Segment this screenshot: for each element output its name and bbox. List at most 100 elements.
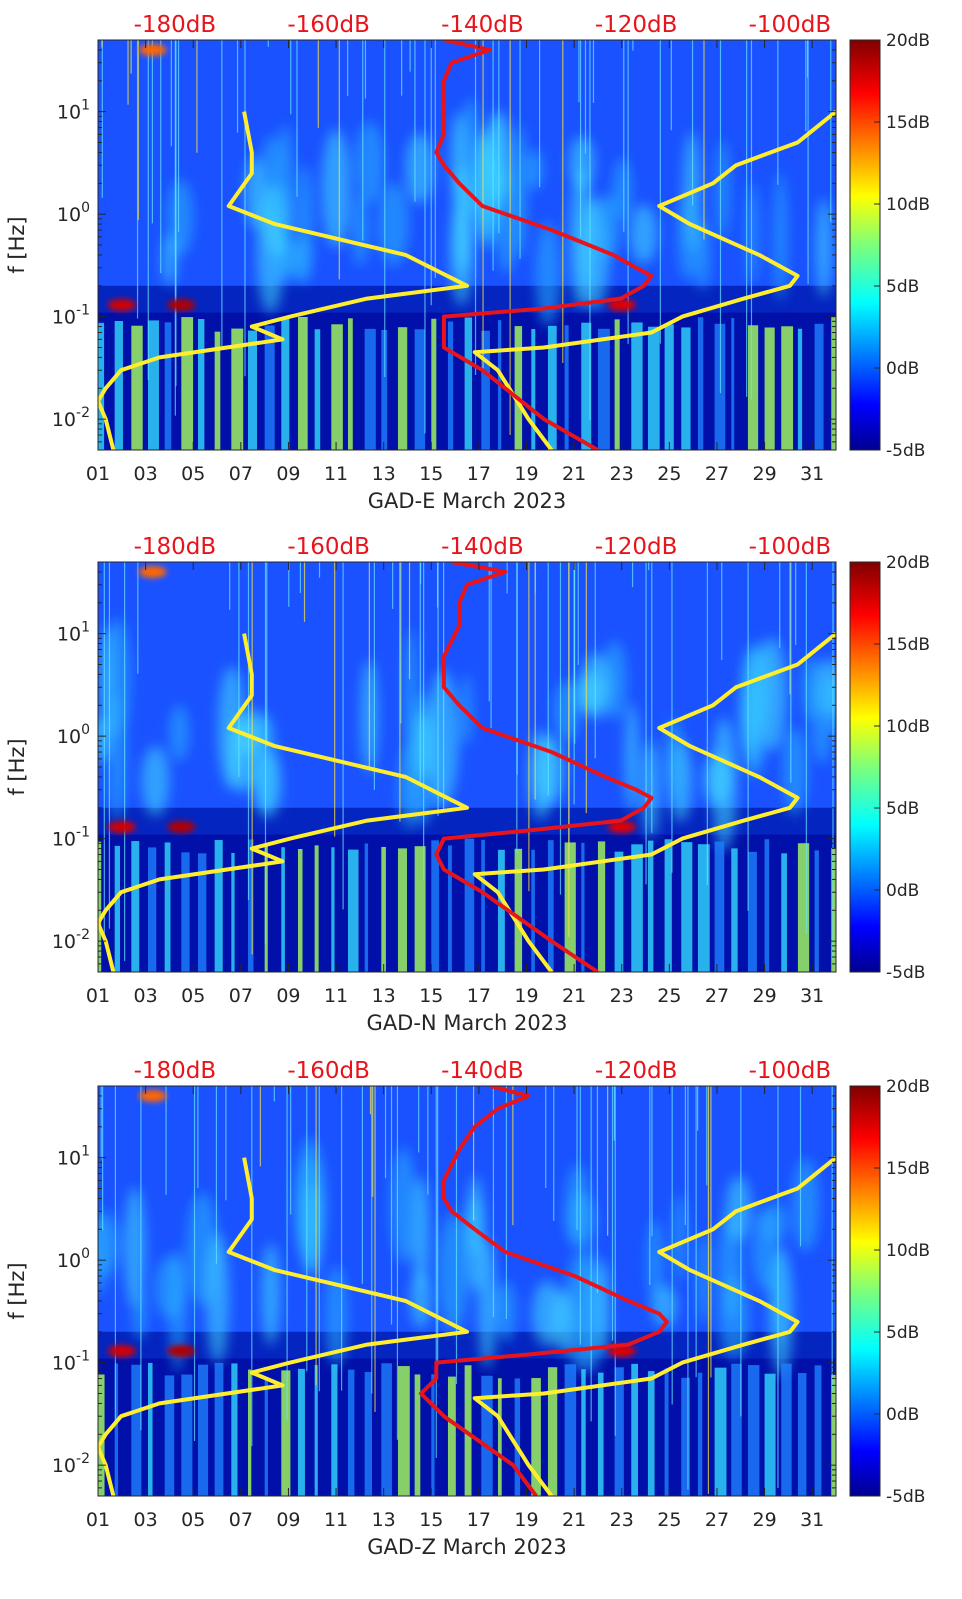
colorbar-tick-label: 0dB bbox=[886, 881, 919, 901]
spectral-blob bbox=[355, 121, 385, 204]
x-tick-label: 21 bbox=[562, 1509, 586, 1531]
x-axis: 01 03 05 07 09 11 13 15 17 19 21 23 25 27 29 31 bbox=[86, 562, 824, 1007]
spectral-stripe bbox=[281, 847, 285, 972]
panel-gad-z: 101 100 10-1 10-2 f [Hz] 01 03 05 07 09 11 13 15 17 19… bbox=[5, 1058, 930, 1559]
spectral-stripe bbox=[281, 317, 290, 450]
x-tick-label: 31 bbox=[800, 463, 824, 485]
noise-model-low-curve bbox=[98, 111, 469, 450]
spectral-stripe bbox=[147, 1362, 153, 1496]
spectral-blob bbox=[624, 703, 640, 812]
panel-gad-n: 101 100 10-1 10-2 f [Hz] 01 03 05 07 09 11 13 15 17 19… bbox=[5, 534, 930, 1035]
top-db-tick-label: -160dB bbox=[287, 12, 370, 38]
x-tick-label: 17 bbox=[467, 985, 491, 1007]
spectral-stripe bbox=[131, 841, 140, 972]
spectral-stripe bbox=[714, 841, 725, 972]
hotspot bbox=[138, 43, 167, 56]
spectral-blob bbox=[124, 1187, 146, 1309]
spectral-stripe bbox=[447, 845, 452, 972]
spectral-blob bbox=[162, 233, 177, 286]
spectral-stripe bbox=[764, 839, 770, 972]
spectral-blob bbox=[677, 192, 700, 281]
spectral-stripe bbox=[164, 1375, 175, 1496]
spectral-stripe bbox=[314, 329, 321, 450]
blob-group bbox=[162, 98, 833, 327]
spectral-stripe bbox=[331, 1364, 338, 1496]
spectral-stripe bbox=[631, 322, 643, 450]
spectral-stripe bbox=[214, 840, 223, 972]
spectral-stripe bbox=[431, 1374, 435, 1496]
x-tick-label: 01 bbox=[86, 463, 110, 485]
colorbar: 20dB 15dB 10dB 5dB 0dB -5dB bbox=[849, 31, 930, 461]
top-db-tick-label: -120dB bbox=[595, 534, 678, 560]
colorbar-tick-label: 10dB bbox=[886, 195, 930, 215]
spectral-blob bbox=[154, 1255, 186, 1320]
spectral-blob bbox=[410, 1272, 432, 1329]
spectral-blob bbox=[801, 656, 822, 721]
hotspot bbox=[167, 1344, 196, 1357]
spectral-stripe bbox=[397, 848, 408, 972]
spectral-stripe bbox=[814, 850, 819, 972]
spectral-stripe bbox=[98, 322, 105, 450]
station-psd-curve bbox=[418, 1086, 669, 1496]
spectral-blob bbox=[466, 1175, 485, 1293]
spectral-stripe bbox=[564, 325, 569, 450]
spectral-stripe bbox=[664, 324, 674, 450]
spectral-blob bbox=[477, 1238, 497, 1370]
colorbar-tick-label: 20dB bbox=[886, 1077, 930, 1097]
x-tick-label: 01 bbox=[86, 1509, 110, 1531]
spectral-stripe bbox=[514, 326, 523, 450]
spectral-blob bbox=[321, 128, 351, 249]
spectral-stripe bbox=[181, 317, 194, 450]
spectral-blob bbox=[553, 680, 581, 741]
hotspot bbox=[138, 1089, 167, 1102]
colorbar-tick-label: 10dB bbox=[886, 1241, 930, 1261]
hotspot bbox=[107, 1344, 136, 1357]
spectral-stripe bbox=[547, 1367, 558, 1496]
spectral-blob bbox=[206, 1233, 230, 1364]
spectral-stripe bbox=[264, 1377, 268, 1496]
spectral-blob bbox=[711, 717, 737, 852]
spectral-stripe bbox=[264, 843, 268, 972]
spectral-blob bbox=[397, 744, 421, 829]
spectral-blob bbox=[642, 740, 660, 839]
spectral-stripe bbox=[647, 1371, 655, 1496]
spectral-stripe bbox=[114, 845, 120, 972]
spectral-blob bbox=[612, 158, 632, 221]
y-axis: 101 100 10-1 10-2 bbox=[52, 1085, 836, 1497]
spectral-stripe bbox=[414, 1374, 421, 1496]
y-tick-label: 101 bbox=[57, 620, 90, 646]
y-axis: 101 100 10-1 10-2 bbox=[52, 561, 836, 973]
noise-model-low-curve bbox=[98, 1157, 469, 1496]
top-db-axis: -180dB -160dB -140dB -120dB -100dB bbox=[134, 12, 832, 38]
x-tick-label: 13 bbox=[372, 463, 396, 485]
spectral-stripe bbox=[197, 853, 207, 972]
spectrogram bbox=[98, 40, 836, 450]
y-axis: 101 100 10-1 10-2 bbox=[52, 39, 836, 451]
spectral-blob bbox=[403, 628, 418, 761]
spectral-stripe bbox=[214, 1362, 224, 1496]
top-db-tick-label: -140dB bbox=[441, 1058, 524, 1084]
spectral-stripe bbox=[697, 844, 710, 972]
spectral-blob bbox=[390, 1147, 417, 1264]
hotspot bbox=[107, 820, 136, 833]
y-tick-label: 10-1 bbox=[52, 1349, 90, 1375]
hotspot bbox=[607, 1344, 636, 1357]
top-db-tick-label: -180dB bbox=[134, 534, 217, 560]
spectral-stripe bbox=[697, 317, 704, 450]
spectral-blob bbox=[773, 172, 788, 302]
spectral-blob bbox=[237, 709, 269, 756]
spectral-stripe bbox=[431, 318, 437, 450]
x-tick-label: 07 bbox=[229, 1509, 253, 1531]
spectral-blob bbox=[437, 1212, 469, 1333]
y-tick-label: 10-2 bbox=[52, 927, 90, 953]
top-db-tick-label: -100dB bbox=[749, 12, 832, 38]
spectral-stripe bbox=[797, 843, 810, 972]
spectral-stripe bbox=[647, 840, 654, 972]
spectral-stripe bbox=[364, 843, 369, 972]
spectral-blob bbox=[531, 1280, 563, 1347]
y-tick-label: 100 bbox=[57, 722, 90, 748]
spectral-stripe bbox=[831, 1374, 836, 1496]
x-tick-label: 17 bbox=[467, 1509, 491, 1531]
hotspot bbox=[167, 298, 196, 311]
spectral-stripe bbox=[231, 852, 235, 972]
